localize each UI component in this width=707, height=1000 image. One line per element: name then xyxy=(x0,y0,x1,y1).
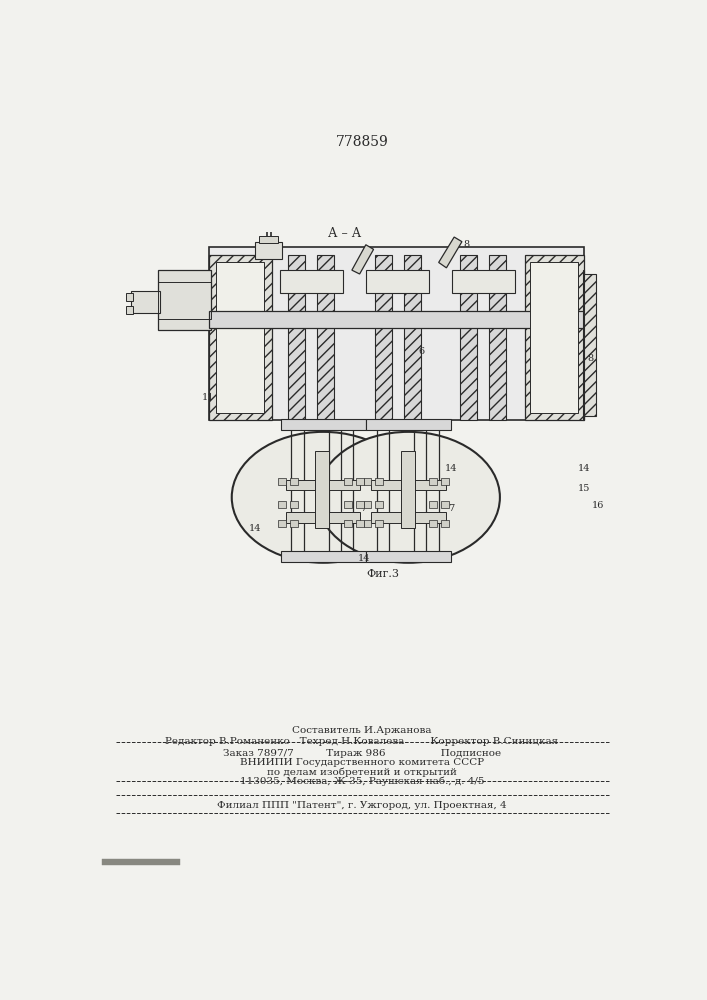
Ellipse shape xyxy=(232,432,414,563)
Bar xyxy=(290,520,298,527)
Bar xyxy=(452,270,515,293)
Text: 14: 14 xyxy=(445,464,457,473)
Bar xyxy=(525,255,585,420)
Bar xyxy=(286,480,361,490)
Bar xyxy=(290,501,298,508)
Bar xyxy=(429,478,437,485)
Bar xyxy=(441,478,449,485)
Bar xyxy=(344,501,352,508)
Bar xyxy=(585,274,596,416)
Bar xyxy=(363,478,371,485)
Text: 10: 10 xyxy=(262,246,274,255)
Bar xyxy=(583,270,585,420)
Text: 8: 8 xyxy=(588,354,594,363)
Ellipse shape xyxy=(317,432,500,563)
Bar xyxy=(375,478,383,485)
Bar xyxy=(489,255,506,420)
Bar xyxy=(401,451,414,528)
Text: Филиал ППП "Патент", г. Ужгород, ул. Проектная, 4: Филиал ППП "Патент", г. Ужгород, ул. Про… xyxy=(217,801,507,810)
Bar xyxy=(363,501,371,508)
Text: 15: 15 xyxy=(578,484,590,493)
Text: А – А: А – А xyxy=(327,227,361,240)
Bar xyxy=(366,419,451,430)
Text: 7: 7 xyxy=(448,504,454,513)
Text: 14: 14 xyxy=(249,524,262,533)
Bar xyxy=(259,235,279,243)
Bar xyxy=(281,419,366,430)
Bar xyxy=(429,520,437,527)
Text: 14: 14 xyxy=(358,554,370,563)
Text: Заказ 7897/7          Тираж 986                 Подписное: Заказ 7897/7 Тираж 986 Подписное xyxy=(223,749,501,758)
Text: Редактор В.Романенко   Техред Н.Ковалева        Корректор В.Синицкая: Редактор В.Романенко Техред Н.Ковалева К… xyxy=(165,737,559,746)
Text: 778859: 778859 xyxy=(336,135,388,149)
Bar xyxy=(356,501,363,508)
Polygon shape xyxy=(352,245,373,274)
Bar xyxy=(371,512,445,523)
Text: по делам изобретений и открытий: по делам изобретений и открытий xyxy=(267,767,457,777)
Bar xyxy=(216,262,264,413)
Bar xyxy=(280,270,344,293)
Bar xyxy=(126,293,134,301)
Bar xyxy=(344,520,352,527)
Bar xyxy=(317,255,334,420)
Bar xyxy=(315,451,329,528)
Bar xyxy=(441,520,449,527)
Text: 14: 14 xyxy=(578,464,590,473)
Bar xyxy=(441,501,449,508)
Text: 8: 8 xyxy=(464,240,469,249)
Bar xyxy=(209,311,585,328)
Bar xyxy=(375,501,383,508)
Bar xyxy=(255,242,282,259)
Bar xyxy=(103,859,180,865)
Bar xyxy=(288,255,305,420)
Bar xyxy=(375,255,392,420)
Bar xyxy=(375,520,383,527)
Bar xyxy=(131,291,160,312)
Text: Составитель И.Аржанова: Составитель И.Аржанова xyxy=(292,726,432,735)
Text: Фиг.3: Фиг.3 xyxy=(366,569,399,579)
Bar xyxy=(279,501,286,508)
Text: ВНИИПИ Государственного комитета СССР: ВНИИПИ Государственного комитета СССР xyxy=(240,758,484,767)
Bar xyxy=(356,478,363,485)
Text: 113035, Москва, Ж-35, Раушская наб., д. 4/5: 113035, Москва, Ж-35, Раушская наб., д. … xyxy=(240,777,484,786)
Bar xyxy=(371,480,445,490)
Bar xyxy=(344,478,352,485)
Bar xyxy=(281,551,366,562)
Bar xyxy=(290,478,298,485)
Bar xyxy=(404,255,421,420)
Bar xyxy=(366,551,451,562)
Bar xyxy=(530,262,578,413)
Bar xyxy=(356,520,363,527)
Bar xyxy=(158,282,211,319)
Bar xyxy=(286,512,361,523)
Bar xyxy=(279,520,286,527)
Text: 6: 6 xyxy=(419,347,425,356)
Text: 11: 11 xyxy=(202,393,215,402)
Bar xyxy=(460,255,477,420)
Bar xyxy=(279,478,286,485)
Polygon shape xyxy=(438,237,462,268)
Bar xyxy=(363,520,371,527)
Bar xyxy=(429,501,437,508)
Text: 7: 7 xyxy=(361,504,367,513)
Bar xyxy=(158,270,211,330)
Bar xyxy=(209,247,585,420)
Text: 16: 16 xyxy=(592,500,604,510)
Bar xyxy=(209,255,272,420)
Bar xyxy=(366,270,429,293)
Bar xyxy=(126,306,134,314)
